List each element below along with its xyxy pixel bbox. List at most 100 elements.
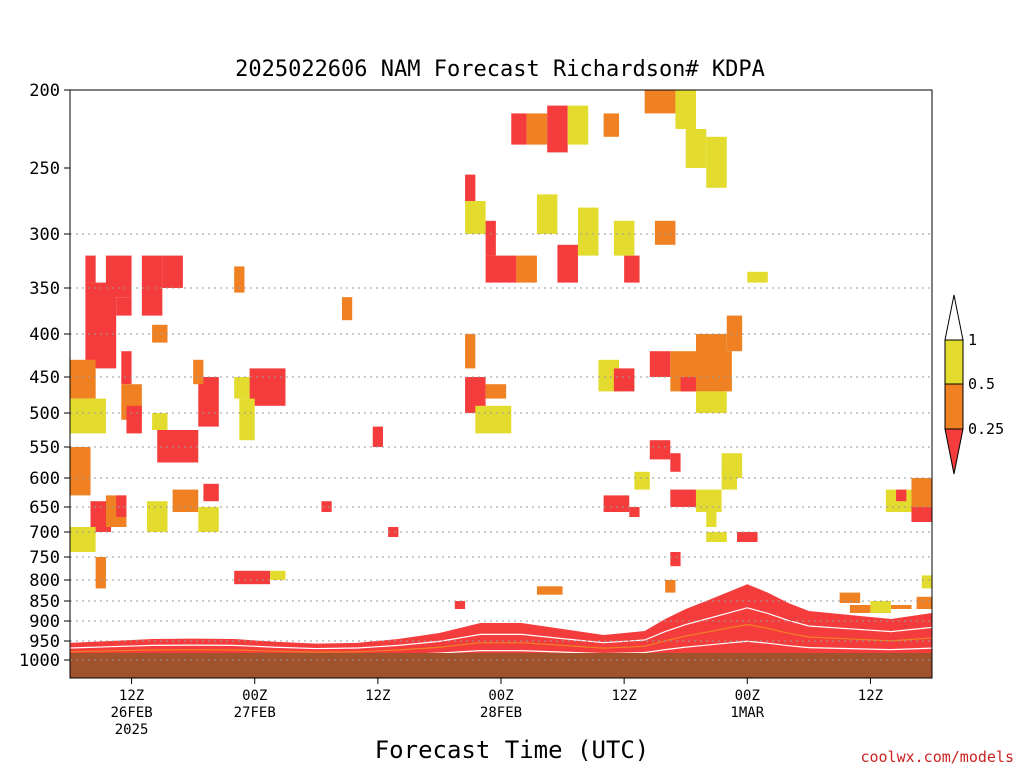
ri-layer-streak: [685, 618, 707, 626]
ri-cell: [70, 447, 91, 496]
shaded-cells: [70, 90, 932, 613]
ri-cell: [516, 255, 537, 283]
ri-cell: [70, 359, 96, 399]
y-tick-label: 850: [29, 592, 60, 612]
ri-cell: [465, 334, 476, 369]
ri-cell: [70, 398, 106, 434]
ri-cell: [721, 471, 738, 490]
ri-layer-streak: [275, 646, 317, 650]
y-tick-label: 900: [29, 612, 60, 632]
ri-layer-streak: [767, 627, 789, 634]
ri-cell: [203, 483, 219, 502]
legend: 1 0.5 0.25: [944, 294, 1004, 475]
ri-layer-streak: [111, 649, 153, 652]
ri-layer-streak: [562, 638, 604, 644]
legend-swatch-mid-low: [944, 383, 964, 430]
ri-layer-streak: [644, 640, 666, 647]
ri-layer-streak: [788, 645, 809, 649]
legend-label: 0.25: [968, 420, 1004, 438]
ri-cell: [198, 377, 219, 427]
ri-cell: [321, 501, 332, 512]
ri-cell: [121, 351, 132, 385]
ri-cell: [234, 377, 250, 399]
ri-layer-streak: [767, 612, 789, 621]
ri-cell: [670, 489, 696, 507]
ri-cell: [916, 596, 932, 609]
ri-layer-streak: [726, 623, 748, 629]
ri-cell: [172, 489, 199, 512]
y-tick-label: 450: [29, 368, 60, 388]
ri-cell: [695, 489, 722, 512]
ri-cell: [747, 271, 768, 283]
ri-layer-streak: [69, 650, 112, 653]
y-tick-label: 600: [29, 469, 60, 489]
ri-layer-streak: [890, 647, 933, 651]
ri-cell: [685, 129, 707, 168]
ri-cell: [126, 405, 142, 434]
ri-layer-streak: [788, 632, 809, 638]
ri-cell: [890, 605, 912, 609]
x-tick-label: 12Z: [858, 688, 883, 704]
ri-cell: [249, 368, 286, 406]
chart-title: 2025022606 NAM Forecast Richardson# KDPA: [235, 57, 765, 82]
ri-layer-streak: [706, 642, 727, 646]
ri-layer-streak: [398, 640, 440, 646]
ri-cell: [670, 552, 681, 567]
ri-cell: [726, 315, 743, 352]
ri-cell: [624, 255, 640, 283]
ri-cell: [239, 398, 255, 441]
ri-layer-streak: [706, 627, 727, 633]
legend-label: 1: [968, 331, 977, 349]
ri-cell: [146, 501, 168, 532]
ri-cell: [695, 391, 727, 413]
y-tick-label: 500: [29, 404, 60, 424]
credit-text: coolwx.com/models: [860, 748, 1014, 766]
ri-layer-streak: [767, 642, 789, 647]
ri-layer-streak: [603, 645, 645, 649]
ri-cell: [695, 334, 727, 369]
legend-label: 0.5: [968, 375, 995, 393]
legend-swatch-bottom: [944, 428, 964, 475]
ri-cell: [341, 297, 353, 321]
ri-cell: [157, 430, 199, 463]
ri-cell: [567, 105, 589, 145]
ri-layer-streak: [747, 607, 768, 614]
ri-cell: [95, 557, 106, 589]
ri-layer-streak: [808, 647, 850, 650]
ri-layer-streak: [664, 624, 686, 633]
ri-cell: [511, 113, 527, 145]
ri-layer-streak: [111, 644, 153, 648]
ri-cell: [152, 413, 168, 430]
ri-cell: [921, 575, 932, 589]
y-tick-label: 550: [29, 438, 60, 458]
x-tick-label: 28FEB: [480, 705, 522, 721]
y-axis: 200 250 300 350 400 450 500 550 600 650 700 750 8008…: [19, 81, 70, 671]
ri-cell: [485, 220, 496, 256]
ri-low-layer: [70, 584, 932, 660]
ri-layer-streak: [747, 623, 768, 629]
x-tick-label: 2025: [115, 722, 149, 738]
ri-layer-streak: [234, 649, 276, 652]
ri-layer-streak: [726, 607, 748, 614]
ri-layer-streak: [275, 650, 317, 653]
x-tick-label: 00Z: [735, 688, 760, 704]
ri-layer-streak: [439, 642, 481, 648]
ri-cell: [547, 105, 568, 153]
ri-cell: [839, 592, 861, 603]
ri-cell: [116, 495, 127, 517]
ri-cell: [536, 586, 563, 595]
ri-layer-streak: [685, 631, 707, 637]
ri-cell: [849, 605, 871, 613]
ri-layer-streak: [562, 644, 604, 649]
ri-layer-streak: [849, 648, 891, 651]
ri-cell: [536, 194, 558, 234]
ri-cell: [388, 527, 399, 537]
y-tick-label: 1000: [19, 651, 60, 671]
ri-cell: [70, 527, 96, 552]
y-tick-label: 750: [29, 548, 60, 568]
ri-layer-streak: [890, 626, 933, 633]
y-tick-label: 350: [29, 279, 60, 299]
ri-layer-streak: [685, 644, 707, 648]
y-tick-label: 700: [29, 523, 60, 543]
